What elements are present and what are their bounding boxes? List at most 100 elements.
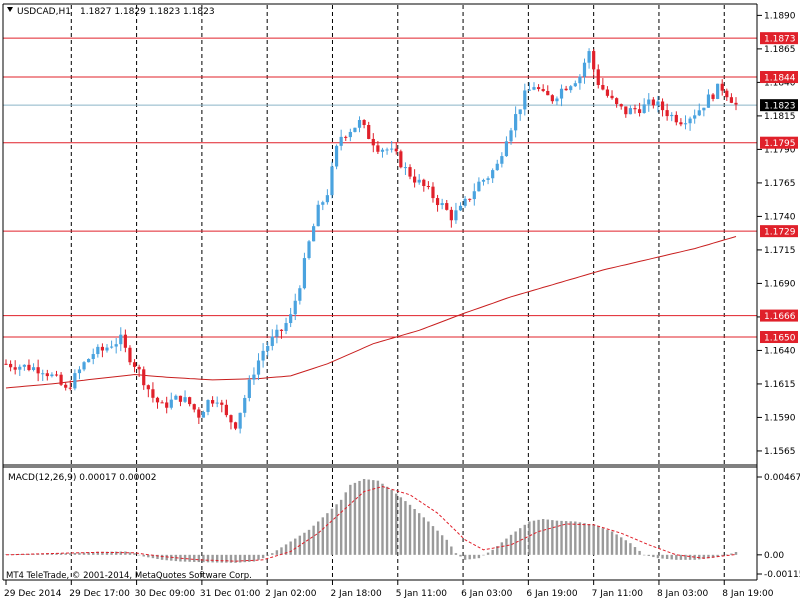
macd-bar	[482, 554, 485, 556]
macd-bar	[349, 484, 352, 555]
candle-body	[18, 366, 22, 370]
macd-bar	[335, 504, 338, 555]
price-tick-label: 1.1615	[764, 380, 796, 390]
candle-body	[270, 336, 274, 346]
candle	[316, 200, 320, 227]
candle	[601, 78, 605, 91]
candle	[725, 88, 729, 102]
candle-body	[647, 99, 651, 105]
macd-bar	[615, 534, 618, 555]
candle-body	[114, 344, 118, 347]
candle-body	[637, 109, 642, 114]
candle-body	[725, 90, 729, 98]
macd-bar	[238, 554, 242, 563]
candle	[665, 103, 669, 121]
candle	[64, 381, 68, 391]
candle-body	[628, 108, 633, 115]
candle-body	[596, 69, 600, 86]
macd-bar	[385, 486, 389, 555]
candle	[514, 106, 518, 138]
candle-body	[206, 400, 210, 412]
candle	[615, 97, 619, 108]
candle	[4, 359, 8, 365]
macd-bar	[119, 551, 122, 555]
candle	[670, 112, 674, 122]
macd-bar	[151, 554, 155, 559]
collapse-triangle-icon[interactable]	[7, 7, 13, 12]
candle	[137, 364, 141, 378]
candle	[325, 189, 329, 205]
macd-bar	[734, 552, 738, 555]
candle	[693, 109, 697, 124]
macd-bar	[234, 554, 237, 563]
candle-body	[413, 176, 417, 183]
candle-body	[578, 76, 582, 84]
candle-body	[371, 138, 375, 146]
candle	[68, 380, 72, 391]
candle	[256, 353, 261, 381]
macd-bar	[647, 554, 650, 556]
candle-body	[555, 98, 559, 102]
candle-body	[417, 179, 421, 183]
candle	[123, 329, 127, 353]
candle	[367, 121, 371, 140]
candle-body	[463, 198, 467, 206]
candle	[458, 202, 463, 212]
candle-body	[353, 127, 357, 132]
candle	[592, 49, 596, 76]
macd-bar	[665, 554, 669, 559]
macd-bar	[64, 553, 67, 555]
macd-bar	[436, 530, 439, 555]
candle	[312, 223, 316, 242]
candle-body	[284, 323, 288, 331]
macd-bar	[124, 551, 127, 555]
candle-body	[656, 101, 660, 106]
candle	[224, 399, 228, 418]
candle	[491, 168, 495, 183]
macd-bar	[523, 524, 527, 555]
horizontal-levels[interactable]	[3, 37, 757, 338]
macd-bar	[633, 547, 637, 555]
candle-body	[697, 110, 701, 116]
level-labels[interactable]: 1.1873 1.1844 1.1795 1.1729 1.1666 1.1650 1.18…	[760, 32, 798, 344]
macd-bar	[50, 553, 54, 555]
current-price-text: 1.1823	[764, 102, 796, 112]
candle-body	[215, 402, 219, 404]
macd-bar	[59, 553, 63, 555]
level-price-text: 1.1729	[764, 228, 796, 238]
macd-bar	[284, 544, 288, 555]
candle-body	[243, 397, 247, 413]
candle	[50, 372, 54, 378]
macd-bar	[243, 554, 246, 563]
candle-body	[201, 411, 206, 418]
candle	[165, 396, 169, 414]
candle-body	[137, 366, 141, 370]
time-label: 30 Dec 09:00	[135, 589, 196, 599]
time-label: 8 Jan 19:00	[722, 589, 774, 599]
macd-bar	[92, 552, 95, 555]
candle	[206, 399, 210, 416]
candle	[298, 285, 302, 305]
macd-bar	[500, 542, 504, 555]
moving-average-line	[5, 236, 737, 389]
macd-bar	[486, 552, 490, 555]
candle-body	[45, 373, 49, 377]
macd-bar	[252, 554, 256, 562]
candle-body	[344, 136, 348, 138]
candle-body	[41, 373, 45, 375]
macd-bar	[114, 551, 118, 555]
macd-bar	[18, 554, 21, 555]
candle	[500, 152, 504, 168]
candle	[8, 360, 13, 372]
candle	[679, 118, 683, 127]
level-price-tag	[760, 71, 798, 84]
candle	[96, 344, 100, 358]
macd-bar	[344, 492, 347, 555]
price-tick-label: 1.1565	[764, 447, 796, 457]
macd-bar	[381, 483, 384, 555]
candle-body	[132, 362, 137, 367]
macd-bar	[528, 521, 531, 555]
level-price-text: 1.1666	[764, 312, 796, 322]
candle-body	[96, 346, 100, 355]
